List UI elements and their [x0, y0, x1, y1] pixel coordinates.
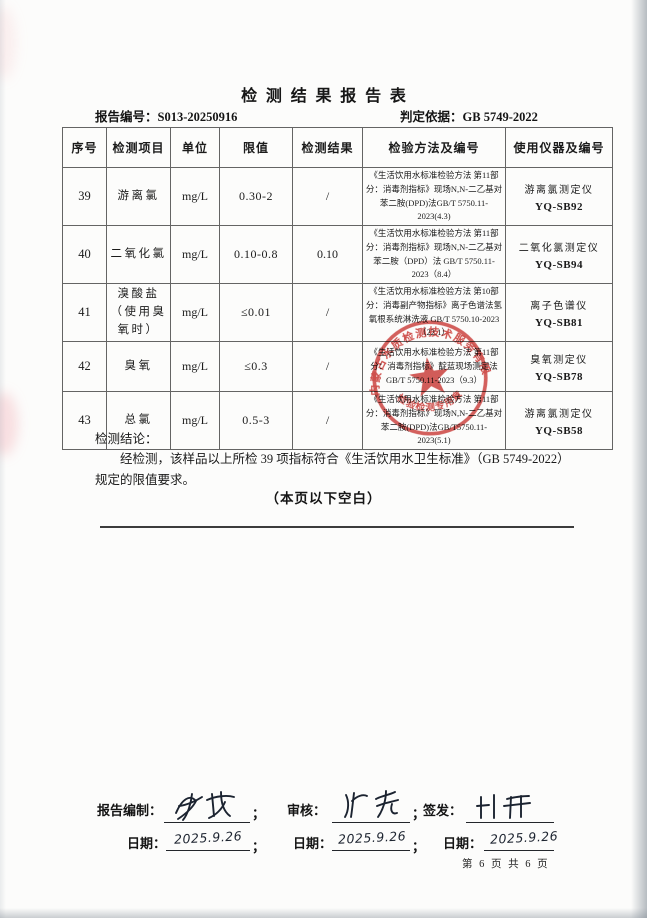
cell-no: 39: [62, 166, 107, 227]
instrument-code: YQ-SB94: [534, 258, 584, 271]
judgment-basis-label: 判定依据：: [400, 110, 463, 124]
cell-limit: ≤0.01: [219, 283, 293, 343]
cell-no: 40: [62, 225, 107, 285]
separator: ；: [412, 839, 426, 854]
cell-limit: 0.5-3: [219, 391, 293, 451]
conclusion-body: 经检测，该样品以上所检 39 项指标符合《生活饮用水卫生标准》（GB 5749-…: [95, 452, 570, 487]
cell-limit: 0.10-0.8: [219, 225, 293, 285]
prepared-by-label: 报告编制：: [97, 803, 163, 818]
instrument-code: YQ-SB78: [534, 370, 584, 383]
instrument-code: YQ-SB81: [534, 316, 584, 329]
cell-no: 41: [62, 283, 107, 343]
cell-unit: mg/L: [170, 166, 220, 227]
page-title: 检测结果报告表: [241, 88, 415, 105]
col-header-result: 检测结果: [292, 127, 363, 168]
instrument-name: 离子色谱仪: [530, 300, 588, 312]
cell-instrument: 游离氯测定仪 YQ-SB92: [505, 166, 613, 227]
cell-unit: mg/L: [170, 341, 220, 393]
judgment-basis: 判定依据：GB 5749-2022: [400, 106, 538, 125]
cell-item: 臭氧: [106, 341, 171, 393]
instrument-name: 游离氯测定仪: [524, 408, 594, 420]
conclusion-label: 检测结论：: [95, 432, 158, 446]
date-label: 日期：: [127, 836, 167, 851]
instrument-code: YQ-SB58: [534, 424, 584, 437]
table-header-row: 序号 检测项目 单位 限值 检测结果 检验方法及编号 使用仪器及编号: [62, 127, 613, 168]
results-table: 序号 检测项目 单位 限值 检测结果 检验方法及编号 使用仪器及编号 39 游离…: [62, 127, 613, 451]
cell-method: 《生活饮用水标准检验方法 第11部分：消毒剂指标》现场N,N-二乙基对苯二胺(D…: [362, 166, 506, 227]
cell-limit: 0.30-2: [219, 166, 293, 227]
separator: ；: [252, 839, 266, 854]
cell-item: 二氧化氯: [106, 225, 171, 285]
col-header-unit: 单位: [170, 127, 220, 168]
cell-result: /: [292, 283, 363, 343]
cell-result: 0.10: [292, 225, 363, 285]
cell-no: 43: [62, 391, 107, 451]
scan-edge-bottom: [0, 908, 647, 918]
col-header-method: 检验方法及编号: [362, 127, 506, 168]
col-header-instrument: 使用仪器及编号: [505, 127, 613, 168]
signature-review: [344, 790, 399, 818]
cell-unit: mg/L: [170, 283, 220, 343]
cell-method: 《生活饮用水标准检验方法 第11部分：消毒剂指标》靛蓝现场测定法 GB/T 57…: [362, 341, 506, 393]
date-prepared: 2025.9.26: [173, 828, 243, 847]
table-row: 41 溴酸盐（使用臭氧时） mg/L ≤0.01 / 《生活饮用水标准检验方法 …: [62, 283, 613, 343]
cell-method: 《生活饮用水标准检验方法 第11部分：消毒剂指标》现场N,N-二乙基对苯二胺（D…: [362, 225, 506, 285]
separator: ；: [252, 806, 266, 821]
review-line: [332, 821, 410, 823]
col-header-limit: 限值: [219, 127, 293, 168]
instrument-name: 臭氧测定仪: [530, 354, 588, 366]
table-row: 42 臭氧 mg/L ≤0.3 / 《生活饮用水标准检验方法 第11部分：消毒剂…: [62, 341, 613, 393]
instrument-code: YQ-SB92: [534, 200, 584, 213]
issue-label: 签发：: [423, 803, 463, 818]
cell-method: 《生活饮用水标准检验方法 第11部分：消毒剂指标》现场N,N-二乙基对苯二胺(D…: [362, 391, 506, 451]
instrument-name: 二氧化氯测定仪: [518, 242, 600, 254]
scan-edge-left: [0, 0, 6, 918]
end-divider-line: [100, 526, 574, 528]
date-line: [332, 849, 410, 851]
date-line: [484, 849, 554, 851]
cell-instrument: 离子色谱仪 YQ-SB81: [505, 283, 613, 343]
report-number-label: 报告编号：: [95, 110, 158, 124]
blank-page-note: （本页以下空白）: [265, 491, 382, 506]
signature-issue: [476, 794, 531, 819]
table-row: 39 游离氯 mg/L 0.30-2 / 《生活饮用水标准检验方法 第11部分：…: [62, 166, 613, 227]
cell-unit: mg/L: [170, 225, 220, 285]
date-label: 日期：: [293, 836, 333, 851]
cell-limit: ≤0.3: [219, 341, 293, 393]
cell-instrument: 臭氧测定仪 YQ-SB78: [505, 341, 613, 393]
judgment-basis-value: GB 5749-2022: [462, 110, 538, 124]
review-label: 审核：: [287, 803, 327, 818]
signature-prepared: [175, 791, 235, 821]
prepared-by-line: [164, 821, 250, 823]
cell-item: 溴酸盐（使用臭氧时）: [106, 283, 171, 343]
report-number-value: S013-20250916: [157, 110, 238, 124]
cell-result: /: [292, 166, 363, 227]
cell-result: /: [292, 341, 363, 393]
cell-instrument: 二氧化氯测定仪 YQ-SB94: [505, 225, 613, 285]
cell-result: /: [292, 391, 363, 451]
date-review: 2025.9.26: [337, 828, 407, 847]
col-header-item: 检测项目: [106, 127, 171, 168]
table-row: 40 二氧化氯 mg/L 0.10-0.8 0.10 《生活饮用水标准检验方法 …: [62, 225, 613, 285]
cell-item: 游离氯: [106, 166, 171, 227]
cell-unit: mg/L: [170, 391, 220, 451]
date-issue: 2025.9.26: [489, 828, 559, 847]
date-line: [166, 849, 250, 851]
col-header-no: 序号: [62, 127, 107, 168]
instrument-name: 游离氯测定仪: [524, 184, 594, 196]
issue-line: [466, 821, 554, 823]
separator: ；: [412, 806, 426, 821]
cell-method: 《生活饮用水标准检验方法 第10部分：消毒副产物指标》离子色谱法氢氧根系统淋洗液…: [362, 283, 506, 343]
cell-item: 总氯: [106, 391, 171, 451]
cell-instrument: 游离氯测定仪 YQ-SB58: [505, 391, 613, 451]
date-label: 日期：: [443, 836, 483, 851]
scan-edge-right: [631, 0, 647, 918]
page-number: 第 6 页 共 6 页: [462, 859, 550, 870]
report-number: 报告编号：S013-20250916: [95, 106, 237, 125]
cell-no: 42: [62, 341, 107, 393]
